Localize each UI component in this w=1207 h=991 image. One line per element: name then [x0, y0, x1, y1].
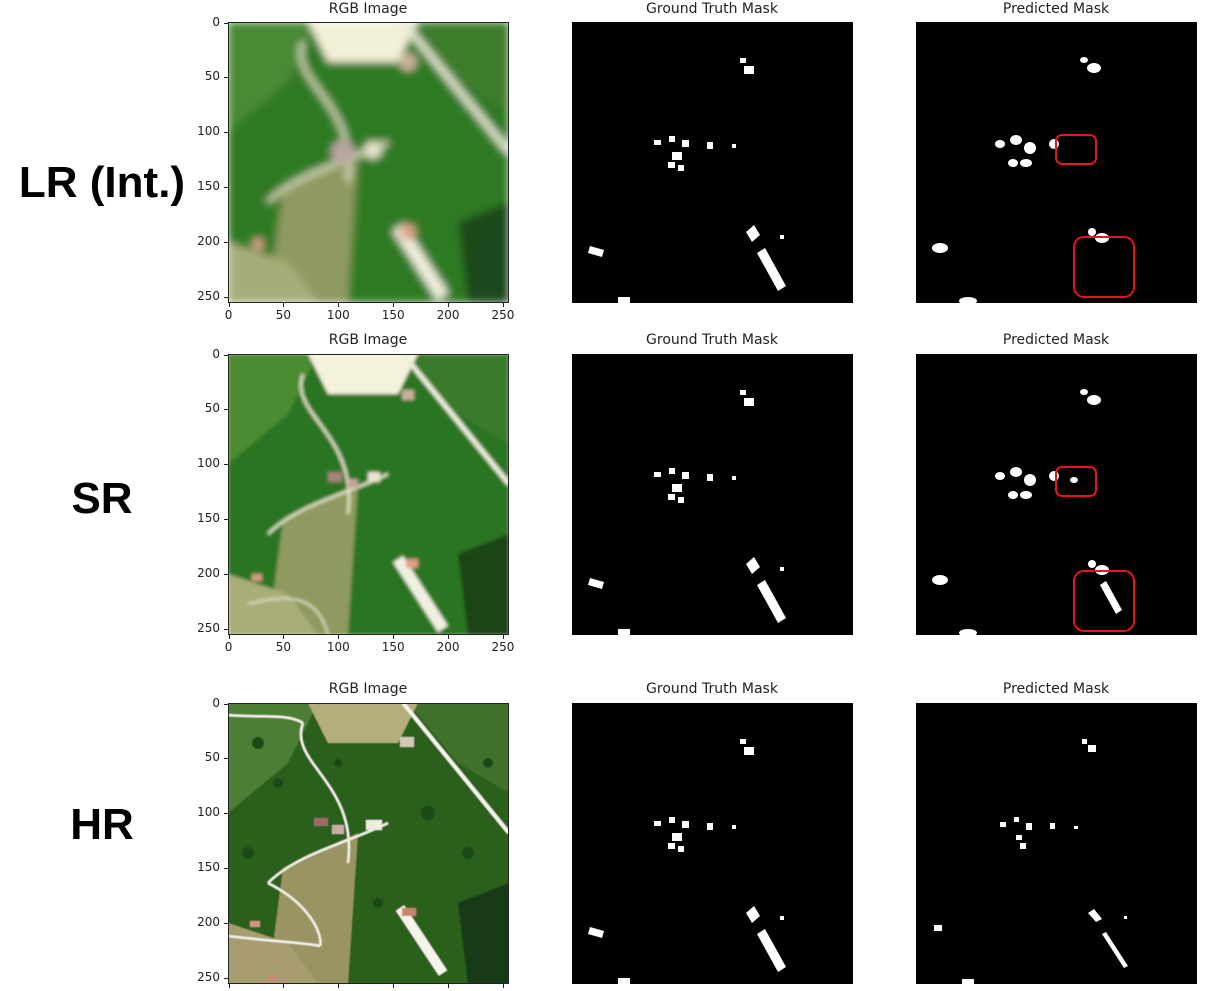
x-tick-mark: [338, 984, 340, 988]
predicted-mask-sr: [916, 354, 1197, 635]
y-tick-mark: [224, 628, 228, 630]
y-tick-label: 200: [197, 234, 220, 249]
y-tick-mark: [224, 22, 228, 24]
x-tick-mark: [502, 303, 504, 307]
y-tick-mark: [224, 977, 228, 979]
y-tick-label: 100: [197, 124, 220, 139]
y-tick-mark: [224, 187, 228, 189]
x-tick-label: 200: [436, 640, 460, 654]
y-tick-label: 250: [197, 288, 220, 303]
pred-title-row3: Predicted Mask: [1002, 681, 1110, 697]
x-tick-mark: [393, 984, 395, 988]
ground-truth-mask-lr: [572, 22, 853, 303]
gt-title-row2: Ground Truth Mask: [646, 332, 778, 348]
y-tick-label: 100: [197, 456, 220, 471]
y-tick-label: 100: [197, 805, 220, 820]
y-tick-mark: [224, 77, 228, 79]
y-tick-mark: [224, 868, 228, 870]
x-tick-mark: [338, 635, 340, 639]
ground-truth-mask-hr: [572, 703, 853, 984]
x-tick-label: 100: [326, 640, 350, 654]
x-tick-mark: [448, 635, 450, 639]
y-tick-mark: [224, 519, 228, 521]
y-tick-mark: [224, 923, 228, 925]
pred-title-row2: Predicted Mask: [1002, 332, 1110, 348]
x-tick-mark: [393, 635, 395, 639]
x-tick-mark: [283, 635, 285, 639]
y-tick-label: 200: [197, 566, 220, 581]
x-tick-mark: [502, 635, 504, 639]
x-tick-mark: [228, 303, 230, 307]
x-tick-label: 250: [491, 308, 515, 322]
x-tick-label: 0: [224, 308, 233, 322]
x-tick-label: 200: [436, 308, 460, 322]
predicted-mask-lr: [916, 22, 1197, 303]
pred-title-row1: Predicted Mask: [1002, 1, 1110, 17]
y-tick-mark: [224, 758, 228, 760]
predicted-mask-hr: [916, 703, 1197, 984]
x-tick-mark: [448, 303, 450, 307]
rgb-title-row3: RGB Image: [328, 681, 408, 697]
y-tick-mark: [224, 409, 228, 411]
x-tick-mark: [228, 984, 230, 988]
y-tick-mark: [224, 703, 228, 705]
x-tick-mark: [228, 635, 230, 639]
y-tick-label: 0: [212, 695, 220, 710]
x-tick-mark: [393, 303, 395, 307]
y-tick-label: 50: [204, 69, 220, 84]
x-tick-mark: [283, 984, 285, 988]
y-tick-mark: [224, 813, 228, 815]
gt-title-row1: Ground Truth Mask: [646, 1, 778, 17]
x-tick-mark: [283, 303, 285, 307]
y-tick-mark: [224, 296, 228, 298]
rgb-image-sr: [228, 354, 509, 635]
x-tick-label: 0: [224, 640, 233, 654]
y-tick-label: 0: [212, 14, 220, 29]
y-tick-mark: [224, 354, 228, 356]
y-tick-label: 150: [197, 179, 220, 194]
y-tick-mark: [224, 464, 228, 466]
x-tick-mark: [448, 984, 450, 988]
x-tick-label: 150: [381, 640, 405, 654]
x-tick-label: 250: [491, 640, 515, 654]
row-label-lr: LR (Int.): [18, 158, 186, 207]
x-tick-label: 50: [275, 640, 292, 654]
y-tick-mark: [224, 574, 228, 576]
rgb-title-row1: RGB Image: [328, 1, 408, 17]
y-tick-label: 50: [204, 401, 220, 416]
y-tick-label: 200: [197, 915, 220, 930]
rgb-image-lr: [228, 22, 509, 303]
ground-truth-mask-sr: [572, 354, 853, 635]
gt-title-row3: Ground Truth Mask: [646, 681, 778, 697]
y-tick-label: 250: [197, 620, 220, 635]
x-tick-label: 100: [326, 308, 350, 322]
x-tick-mark: [502, 984, 504, 988]
y-tick-label: 0: [212, 346, 220, 361]
y-tick-mark: [224, 132, 228, 134]
rgb-title-row2: RGB Image: [328, 332, 408, 348]
rgb-image-hr: [228, 703, 509, 984]
x-tick-label: 150: [381, 308, 405, 322]
y-tick-label: 150: [197, 511, 220, 526]
y-tick-label: 150: [197, 860, 220, 875]
x-tick-label: 50: [275, 308, 292, 322]
y-tick-label: 50: [204, 750, 220, 765]
y-tick-label: 250: [197, 969, 220, 984]
row-label-sr: SR: [71, 474, 133, 523]
row-label-hr: HR: [70, 800, 134, 849]
x-tick-mark: [338, 303, 340, 307]
y-tick-mark: [224, 242, 228, 244]
